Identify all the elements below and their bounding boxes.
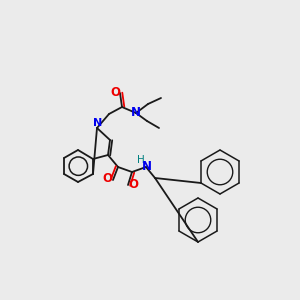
Text: O: O (102, 172, 112, 185)
Text: N: N (93, 118, 103, 128)
Text: N: N (131, 106, 141, 119)
Text: N: N (142, 160, 152, 172)
Text: H: H (137, 155, 145, 165)
Text: O: O (128, 178, 138, 190)
Text: O: O (110, 85, 120, 98)
